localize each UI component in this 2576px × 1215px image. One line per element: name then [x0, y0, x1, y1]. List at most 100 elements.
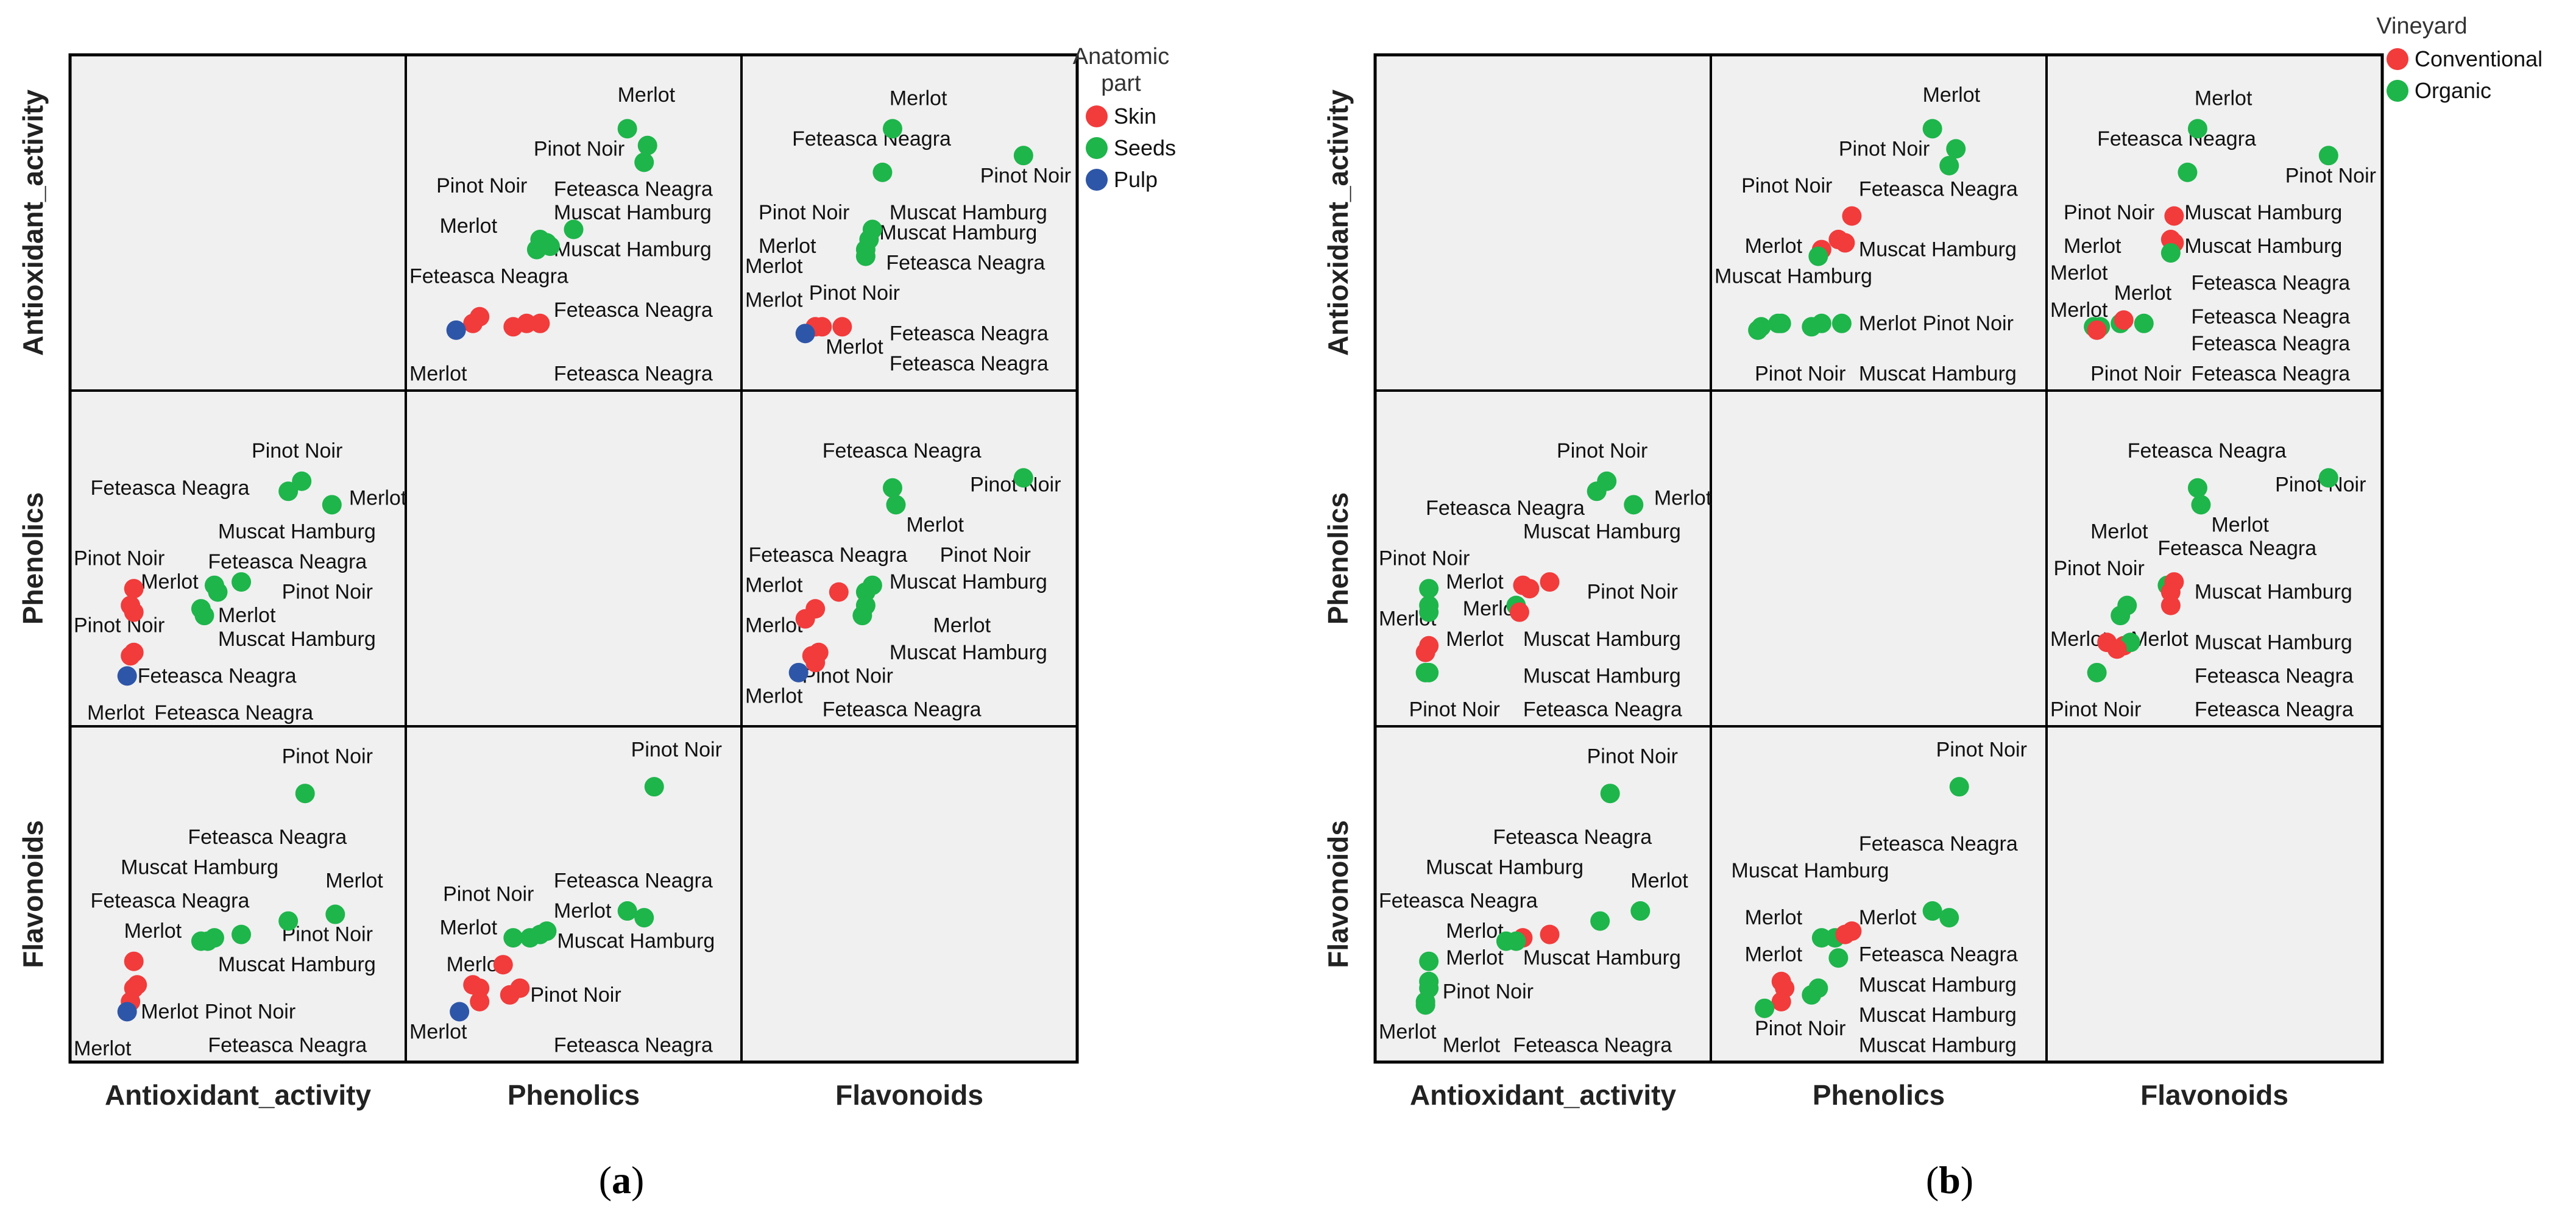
cell-content-r0-c2: Merlot Feteasca Neagra Pinot Noir Muscat Ha…	[745, 87, 1071, 375]
point-label: Muscat Hamburg	[218, 520, 376, 543]
point-label: Pinot Noir	[1741, 174, 1832, 197]
data-point-seeds	[855, 246, 876, 266]
data-point-conventional	[1540, 572, 1560, 592]
data-point-organic	[1630, 901, 1651, 921]
point-label: Muscat Hamburg	[1859, 1033, 2017, 1057]
point-label: Pinot Noir	[1587, 581, 1678, 604]
point-label: Feteasca Neagra	[2195, 664, 2354, 687]
legend-label-organic: Organic	[2415, 78, 2491, 103]
data-point-seeds	[232, 924, 252, 944]
data-point-organic	[1496, 931, 1516, 951]
caption-close-paren: )	[631, 1158, 644, 1202]
point-label: Merlot	[759, 235, 816, 258]
x-axis-title-phenolics: Phenolics	[508, 1079, 640, 1111]
point-label: Muscat Hamburg	[1859, 973, 2017, 996]
point-label: Merlot	[141, 570, 199, 593]
point-label: Muscat Hamburg	[1523, 520, 1681, 543]
data-point-conventional	[2164, 206, 2184, 226]
data-point-skin	[127, 975, 147, 995]
point-label: Pinot Noir	[2050, 698, 2141, 721]
data-point-organic	[1802, 985, 1822, 1005]
cell-content-r2-c1: Pinot Noir Feteasca Neagra Pinot Noir Merlo…	[409, 739, 722, 1057]
point-label: Pinot Noir	[282, 745, 373, 768]
y-axis-title-phenolics: Phenolics	[1322, 492, 1354, 625]
data-point-organic	[1922, 119, 1942, 139]
point-label: Feteasca Neagra	[886, 252, 1045, 275]
data-point-skin	[124, 951, 144, 971]
data-point-conventional	[1771, 991, 1791, 1011]
point-label: Muscat Hamburg	[890, 201, 1047, 224]
point-label: Merlot	[2064, 235, 2121, 258]
data-point-skin	[470, 306, 490, 327]
data-point-organic	[1624, 495, 1644, 515]
point-label: Muscat Hamburg	[554, 238, 712, 261]
point-label: Merlot	[141, 1000, 199, 1023]
point-label: Feteasca Neagra	[554, 177, 713, 200]
caption-letter: a	[612, 1158, 631, 1202]
data-point-organic	[2134, 313, 2154, 333]
point-label: Feteasca Neagra	[208, 1033, 367, 1057]
point-label: Pinot Noir	[74, 547, 165, 570]
point-label: Pinot Noir	[940, 544, 1031, 567]
legend: Vineyard Conventional Organic	[2376, 13, 2542, 103]
data-point-organic	[1771, 313, 1791, 333]
data-point-organic	[2318, 146, 2338, 166]
point-label: Feteasca Neagra	[823, 439, 982, 462]
point-label: Muscat Hamburg	[1523, 664, 1681, 687]
point-label: Feteasca Neagra	[208, 550, 367, 573]
point-label: Merlot	[1443, 1033, 1501, 1057]
data-point-seeds	[295, 784, 315, 804]
data-point-conventional	[1540, 924, 1560, 944]
data-point-organic	[1419, 951, 1439, 971]
point-label: Muscat Hamburg	[218, 953, 376, 976]
cell-content-r2-c0: Pinot Noir Feteasca Neagra Muscat Hamburg M…	[1379, 745, 1688, 1057]
data-point-seeds	[1013, 468, 1033, 488]
point-label: Merlot	[87, 701, 145, 724]
data-point-seeds	[191, 931, 211, 951]
point-label: Feteasca Neagra	[1859, 943, 2018, 966]
legend-label-seeds: Seeds	[1114, 135, 1176, 160]
point-label: Feteasca Neagra	[1379, 890, 1538, 913]
point-label: Merlot	[745, 288, 803, 311]
data-point-organic	[1946, 139, 1966, 159]
data-point-organic	[1949, 777, 1969, 797]
data-point-conventional	[1842, 206, 1862, 226]
caption-close-paren: )	[1961, 1158, 1973, 1202]
point-label: Feteasca Neagra	[823, 698, 982, 721]
point-label: Merlot	[409, 1020, 467, 1043]
data-point-seeds	[278, 481, 299, 501]
point-label: Muscat Hamburg	[1523, 628, 1681, 651]
point-label: Muscat Hamburg	[2195, 631, 2352, 654]
point-label: Feteasca Neagra	[154, 701, 313, 724]
data-point-organic	[1828, 948, 1849, 968]
point-label: Muscat Hamburg	[1732, 859, 1889, 882]
point-label: Merlot	[409, 362, 467, 385]
point-label: Merlot	[2131, 628, 2189, 651]
data-point-seeds	[292, 471, 312, 491]
data-point-skin	[121, 646, 141, 666]
data-point-skin	[470, 991, 490, 1011]
point-label: Feteasca Neagra	[554, 1033, 713, 1057]
data-point-seeds	[855, 582, 876, 602]
legend-label-skin: Skin	[1114, 104, 1156, 129]
point-label: Merlot	[2195, 87, 2252, 110]
point-label: Feteasca Neagra	[749, 544, 908, 567]
point-label: Merlot	[906, 513, 964, 536]
matrix-cell-r2-c2	[740, 725, 1078, 1063]
data-point-organic	[1597, 471, 1617, 491]
data-point-pulp	[450, 1002, 470, 1022]
point-label: Muscat Hamburg	[2184, 201, 2342, 224]
point-label: Feteasca Neagra	[554, 869, 713, 892]
point-label: Merlot	[1446, 946, 1504, 969]
cell-content-r1-c2: Feteasca Neagra Pinot Noir Merlot Feteasca …	[745, 439, 1061, 721]
point-label: Pinot Noir	[809, 282, 900, 305]
point-label: Muscat Hamburg	[890, 641, 1047, 664]
point-label: Feteasca Neagra	[554, 299, 713, 322]
data-point-skin	[805, 653, 826, 673]
point-label: Pinot Noir	[1839, 137, 1930, 160]
caption-open-paren: (	[1926, 1158, 1939, 1202]
point-label: Muscat Hamburg	[1714, 265, 1872, 288]
data-point-organic	[2178, 162, 2198, 182]
